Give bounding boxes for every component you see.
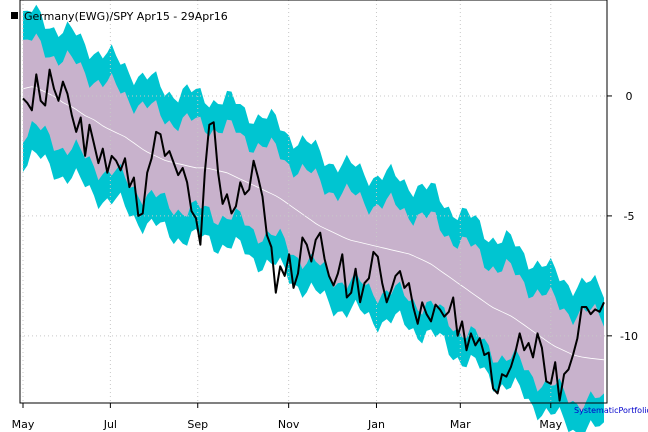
x-tick-label: May — [12, 418, 35, 431]
plot-frame — [19, 0, 608, 404]
y-axis: 0 -5 -10 — [607, 90, 638, 343]
y-tick-label: 0 — [626, 90, 633, 103]
x-tick-label: Nov — [278, 418, 300, 431]
x-tick-label: May — [539, 418, 562, 431]
legend-label: Germany(EWG)/SPY Apr15 - 29Apr16 — [24, 10, 228, 23]
credit-text: SystematicPortfolio — [574, 406, 648, 415]
bands-group — [22, 4, 605, 432]
x-tick-label: Mar — [450, 418, 471, 431]
x-tick-label: Jul — [103, 418, 117, 431]
x-axis: May Jul Sep Nov Jan Mar May — [12, 403, 563, 431]
x-tick-label: Jan — [367, 418, 385, 431]
band-center-line — [22, 86, 605, 361]
inner-band-area — [23, 33, 604, 413]
series-line — [22, 68, 605, 402]
y-tick-label: -5 — [624, 210, 635, 223]
x-tick-label: Sep — [187, 418, 208, 431]
y-tick-label: -10 — [620, 330, 638, 343]
legend-marker — [11, 12, 18, 19]
legend: Germany(EWG)/SPY Apr15 - 29Apr16 — [11, 10, 228, 23]
